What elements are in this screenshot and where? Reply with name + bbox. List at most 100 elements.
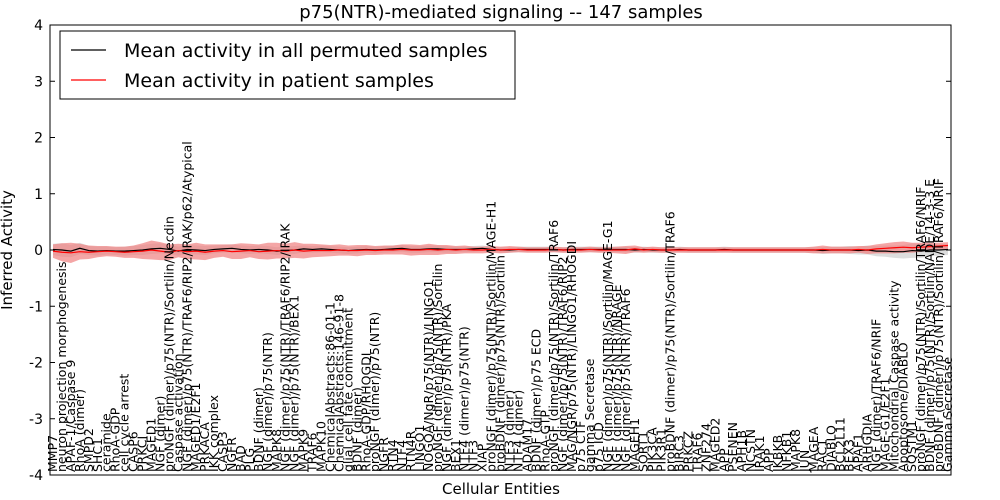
- entity-label: BAD: [233, 445, 248, 472]
- entity-label: neuron projection morphogenesis: [54, 261, 69, 472]
- entity-label: ChemicalAbstracts:146-91-8: [331, 294, 346, 472]
- entity-label: RAC1: [815, 439, 830, 472]
- entity-label: NGF (dimer)/p75(NTR)/TRAF6/RIP2/IRAK: [278, 223, 293, 472]
- entity-label: PIK3R1: [654, 428, 669, 472]
- y-tick-label: -4: [29, 468, 43, 484]
- entity-label: MAGED2: [707, 418, 722, 472]
- entity-label: proBDNF (dimer)/p75(NTR)/Sortilin/TRAF6/…: [931, 178, 946, 472]
- entity-label: BCL2L11: [833, 417, 848, 472]
- entity-label: CASP3: [215, 431, 230, 472]
- entity-label: NGF (dimer)/p75(NTR)/Sortilin/MAGE-G1: [600, 220, 615, 472]
- y-tick-label: -3: [29, 412, 43, 428]
- entity-label: MAGEA: [806, 426, 821, 472]
- entity-label: MAPK8: [269, 429, 284, 472]
- entity-label: NGF (dimer)/p75(NTR)/TRAF6: [618, 288, 633, 472]
- entity-label: proBDNF (dimer)/p75(NTR)/Sortilin: [493, 255, 508, 472]
- legend-box: [59, 30, 516, 100]
- entity-label: gamma Secretase: [582, 358, 597, 472]
- entity-label: NGF (dimer)/p75(NTR)/PKA: [439, 303, 454, 472]
- entity-label: NTF4: [394, 440, 409, 472]
- entity-label: BEX3: [842, 439, 857, 472]
- entity-label: NTF4 (dimer)/p75(NTR): [457, 326, 472, 472]
- entity-label: Gamma Secretase: [940, 357, 955, 472]
- entity-label: p75 ICD: [591, 422, 606, 472]
- entity-label: LINGO1: [412, 425, 427, 472]
- entity-label: NGF (dimer): [152, 396, 167, 472]
- entity-label: MAPK9: [296, 429, 311, 472]
- entity-label: p75 CTF: [573, 421, 588, 472]
- entity-label: NTF3 (dimer): [501, 390, 516, 472]
- entity-label: MMP7: [45, 435, 60, 472]
- band-patient: [53, 240, 948, 263]
- entity-label: PRKCZ: [680, 431, 695, 472]
- entity-label: PIK3CA: [645, 427, 660, 472]
- entity-label: TRAF6: [689, 432, 704, 473]
- entity-label: RTN4R: [403, 430, 418, 472]
- entity-label: RhoA-GDP: [108, 407, 123, 472]
- entity-label: proNGF (dimer)/p75(NTR)/Sortilin/TRAF6: [546, 220, 561, 472]
- entity-label: APAF1: [851, 433, 866, 472]
- entity-label: NGFR: [376, 437, 391, 472]
- y-tick-label: 3: [34, 74, 43, 90]
- entity-label: APH1B: [734, 430, 749, 472]
- entity-label: Apoptosome/DIABLO: [895, 342, 910, 472]
- entity-label: NGF (dimer)/p75(NTR)/NRAGE: [609, 284, 624, 472]
- chart-title: p75(NTR)-mediated signaling -- 147 sampl…: [299, 2, 703, 23]
- entity-label: NGF (dimer)/p75(NTR): [260, 332, 275, 472]
- entity-label: NTF4 (dimer): [510, 390, 525, 472]
- entity-label: NGF (dimer)/p75(NTR)/BEX1: [287, 295, 302, 472]
- entity-label: APP: [716, 448, 731, 472]
- y-tick-label: -2: [29, 356, 43, 372]
- entity-label: proNGF (dimer)/p75(NTR)/Sortilin/Necdin: [161, 216, 176, 472]
- entity-label: proBDNF (dimer)/p75(NTR)/Sortilin/TRAF6: [663, 211, 678, 472]
- entity-label: TRAF6: [305, 432, 320, 473]
- x-axis-label: Cellular Entities: [442, 480, 560, 498]
- entity-label: glial cell fate commitment: [340, 308, 355, 472]
- entity-label: SMPD2: [81, 428, 96, 472]
- entity-label: PRKCI: [135, 436, 150, 472]
- entity-label: MAGE-G1/E2F1: [877, 377, 892, 472]
- entity-label: ZNF274: [698, 423, 713, 472]
- y-tick-label: 4: [34, 18, 43, 34]
- entity-label: NOGOA/NgR/p75(NTR)/LINGO1: [421, 280, 436, 472]
- entity-label: NFKB1: [779, 431, 794, 472]
- y-tick-label: 1: [34, 187, 43, 203]
- entity-label: MAGEH1: [627, 418, 642, 472]
- entity-label: BIRC3: [672, 435, 687, 472]
- entity-label: Caspase activation: [170, 353, 185, 472]
- entity-label: MAGED1: [143, 418, 158, 472]
- entity-label: PSENEN: [725, 422, 740, 472]
- entity-label: NGF (dimer)/p75(NTR)/TRAF6/RIP2: [555, 256, 570, 472]
- entity-label: NGFR: [224, 437, 239, 472]
- entity-label: JUN: [797, 450, 812, 473]
- entity-label: NGF (dimer)/TRAF6/NRIF: [868, 319, 883, 472]
- y-axis-label: Inferred Activity: [0, 190, 16, 310]
- entity-label: proNGF (dimer)/p75(NTR)/Sortilin/MAGE-H1: [484, 201, 499, 472]
- entity-label: MAPK10: [314, 421, 329, 472]
- entity-label: RhoA-GDP/RHOGDI: [358, 353, 373, 472]
- y-tick-label: -1: [29, 299, 43, 315]
- entity-label: CASP6: [126, 431, 141, 472]
- entity-label: APAF-1/Caspase 9: [63, 360, 78, 472]
- entity-label: RTN4: [385, 439, 400, 472]
- entity-label: proNGF (dimer)/p75(NTR)/Sortilin: [430, 264, 445, 472]
- legend-label-patient: Mean activity in patient samples: [124, 70, 434, 92]
- y-tick-label: 0: [34, 243, 43, 259]
- entity-label: APP: [761, 448, 776, 472]
- entity-label: MAPK8: [788, 429, 803, 472]
- entity-label: BDNF (dimer): [349, 387, 364, 472]
- entity-label: RhoA (dimer): [72, 389, 87, 472]
- line-patient: [52, 244, 949, 254]
- entity-label: ARHGDIA: [859, 413, 874, 472]
- entity-label: IKK complex: [206, 395, 221, 472]
- entity-label: MAGED1/E2F1: [188, 383, 203, 472]
- entity-label: SQSTM1: [904, 420, 919, 472]
- legend-label-permuted: Mean activity in all permuted samples: [124, 40, 487, 62]
- entity-label: NTF3: [466, 440, 481, 472]
- entity-label: Mitochondrial Caspase activity: [886, 280, 901, 472]
- entity-label: XIAP: [475, 443, 490, 472]
- entity-label: ceramide: [99, 413, 114, 472]
- entity-label: RhoA-GTP: [537, 410, 552, 472]
- entity-label: NGF (dimer)/p75(NTR)/TRAF6/RIP2/IRAK/p62…: [179, 141, 194, 472]
